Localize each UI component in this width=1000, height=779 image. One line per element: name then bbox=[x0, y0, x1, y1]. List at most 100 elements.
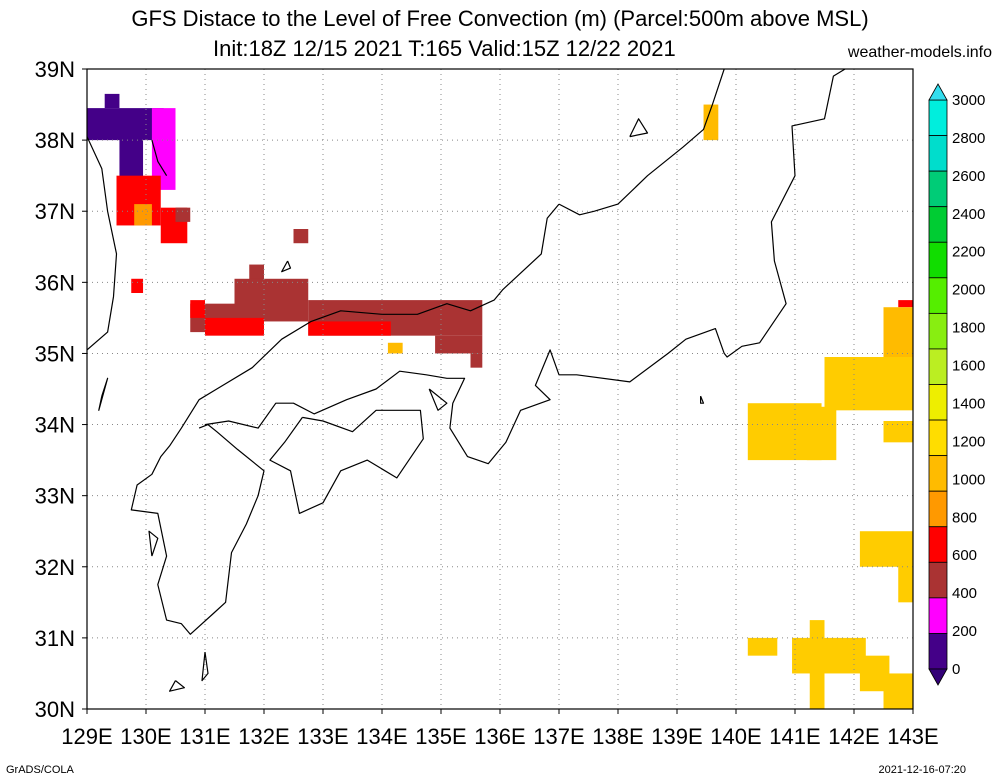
colorbar-swatch bbox=[928, 99, 948, 136]
colorbar-swatch bbox=[928, 312, 948, 350]
coastline-11 bbox=[201, 652, 209, 682]
lon-tick-label: 137E bbox=[533, 724, 584, 749]
field-patch-10 bbox=[249, 264, 264, 283]
lon-tick-label: 133E bbox=[297, 724, 348, 749]
coastline-8 bbox=[148, 530, 159, 557]
chart-title: GFS Distace to the Level of Free Convect… bbox=[131, 6, 869, 31]
lon-tick-label: 136E bbox=[474, 724, 525, 749]
colorbar-label: 1200 bbox=[952, 433, 985, 450]
field-patch-13 bbox=[190, 300, 205, 318]
colorbar-swatch bbox=[928, 419, 948, 457]
lon-tick-label: 132E bbox=[238, 724, 289, 749]
field-patch-17 bbox=[435, 335, 483, 354]
software-credit: GrADS/COLA bbox=[6, 764, 74, 776]
colorbar-swatch bbox=[928, 526, 948, 563]
colorbar-swatch bbox=[928, 277, 948, 314]
colorbar-label: 800 bbox=[952, 509, 977, 526]
coastline-9 bbox=[98, 377, 109, 411]
colorbar-bottom-arrow bbox=[928, 668, 948, 686]
lat-tick-label: 39N bbox=[35, 57, 75, 82]
lon-tick-label: 139E bbox=[651, 724, 702, 749]
lat-tick-label: 33N bbox=[35, 484, 75, 509]
lat-tick-label: 35N bbox=[35, 341, 75, 366]
lon-tick-label: 140E bbox=[710, 724, 761, 749]
coastline-5 bbox=[269, 409, 424, 514]
coastline-2 bbox=[130, 203, 560, 635]
coastlines bbox=[87, 69, 846, 692]
field-patch-0 bbox=[87, 108, 164, 141]
colorbar-swatch bbox=[928, 170, 948, 208]
coastline-0 bbox=[87, 136, 118, 351]
colorbar-top-arrow bbox=[928, 83, 948, 101]
field-patches bbox=[87, 93, 913, 709]
lon-tick-label: 135E bbox=[415, 724, 466, 749]
field-patch-3 bbox=[151, 108, 176, 190]
field-patch-2 bbox=[119, 136, 144, 180]
lat-tick-label: 37N bbox=[35, 199, 75, 224]
field-patch-25 bbox=[747, 403, 822, 461]
lon-tick-label: 130E bbox=[120, 724, 171, 749]
colorbar-label: 600 bbox=[952, 547, 977, 564]
field-patch-27 bbox=[859, 531, 913, 567]
colorbar: 3000280026002400220020001800160014001200… bbox=[928, 83, 985, 686]
grid-lines bbox=[87, 69, 913, 709]
field-patch-19 bbox=[470, 353, 483, 368]
field-patch-21 bbox=[898, 300, 913, 308]
colorbar-label: 1800 bbox=[952, 320, 985, 337]
field-patch-28 bbox=[898, 563, 913, 603]
colorbar-label: 400 bbox=[952, 585, 977, 602]
colorbar-swatch bbox=[928, 135, 948, 172]
lat-tick-label: 32N bbox=[35, 555, 75, 580]
field-patch-20 bbox=[703, 104, 719, 141]
field-patch-8 bbox=[131, 278, 144, 293]
field-patch-9 bbox=[293, 229, 309, 244]
coastline-1 bbox=[151, 139, 168, 177]
lat-tick-label: 30N bbox=[35, 697, 75, 722]
colorbar-label: 3000 bbox=[952, 92, 985, 109]
field-patch-14 bbox=[205, 317, 264, 336]
lon-tick-label: 142E bbox=[828, 724, 879, 749]
field-patch-11 bbox=[234, 278, 309, 322]
field-patch-33 bbox=[883, 673, 913, 709]
colorbar-swatch bbox=[928, 633, 948, 670]
lon-tick-label: 138E bbox=[592, 724, 643, 749]
lat-tick-label: 36N bbox=[35, 270, 75, 295]
colorbar-swatch bbox=[928, 384, 948, 421]
lat-tick-label: 34N bbox=[35, 413, 75, 438]
colorbar-label: 200 bbox=[952, 623, 977, 640]
lon-tick-label: 141E bbox=[769, 724, 820, 749]
latitude-axis: 39N 38N 37N 36N 35N 34N 33N 32N 31N 30N bbox=[35, 57, 87, 722]
field-patch-1 bbox=[104, 93, 120, 109]
lat-tick-label: 31N bbox=[35, 626, 75, 651]
coastline-3 bbox=[204, 69, 846, 465]
longitude-axis: 129E 130E 131E 132E 133E 134E 135E 136E 137E 138E… bbox=[61, 709, 939, 749]
coastline-7 bbox=[629, 118, 649, 138]
field-patch-31 bbox=[792, 637, 866, 674]
coastline-13 bbox=[700, 395, 705, 404]
colorbar-swatch bbox=[928, 561, 948, 599]
coastline-12 bbox=[281, 260, 292, 273]
colorbar-label: 2000 bbox=[952, 282, 985, 299]
field-patch-7 bbox=[134, 204, 152, 226]
coastline-6 bbox=[428, 388, 448, 411]
colorbar-label: 2400 bbox=[952, 206, 985, 223]
colorbar-label: 2200 bbox=[952, 244, 985, 261]
colorbar-swatch bbox=[928, 206, 948, 243]
colorbar-swatch bbox=[928, 597, 948, 634]
field-patch-23 bbox=[824, 357, 913, 411]
lon-tick-label: 129E bbox=[61, 724, 112, 749]
colorbar-label: 1000 bbox=[952, 471, 985, 488]
chart-subtitle: Init:18Z 12/15 2021 T:165 Valid:15Z 12/2… bbox=[213, 36, 676, 61]
colorbar-swatch bbox=[928, 348, 948, 385]
coastline-4 bbox=[558, 69, 725, 216]
field-patch-26 bbox=[883, 421, 913, 443]
colorbar-label: 1600 bbox=[952, 358, 985, 375]
colorbar-swatch bbox=[928, 455, 948, 492]
lon-tick-label: 143E bbox=[887, 724, 938, 749]
colorbar-label: 2800 bbox=[952, 130, 985, 147]
colorbar-label: 1400 bbox=[952, 395, 985, 412]
colorbar-swatch bbox=[928, 490, 948, 528]
colorbar-label: 0 bbox=[952, 661, 960, 678]
lon-tick-label: 134E bbox=[356, 724, 407, 749]
